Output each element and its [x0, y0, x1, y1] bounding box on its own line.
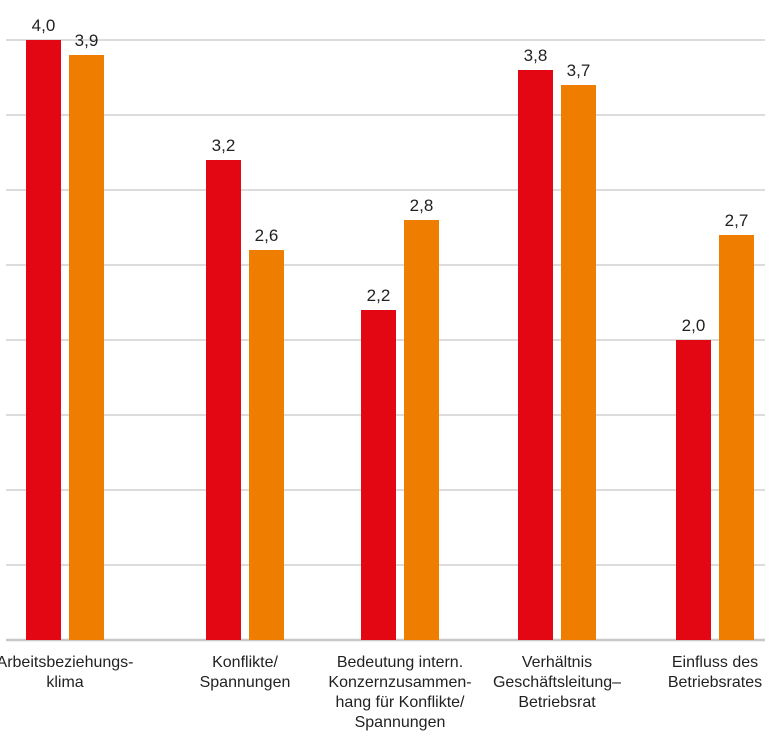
- bar-series1-cat4: [518, 70, 553, 640]
- category-label-line: Konzernzusammen-: [328, 674, 472, 691]
- category-label-line: Konflikte/: [212, 654, 278, 671]
- category-label-line: Betriebsrates: [667, 674, 763, 691]
- bar-series1-cat2: [206, 160, 241, 640]
- category-label-line: Arbeitsbeziehungs-: [0, 654, 134, 671]
- bar-series2-cat3: [404, 220, 439, 640]
- value-label: 2,0: [682, 316, 706, 335]
- value-label: 3,8: [524, 46, 548, 65]
- category-label: Arbeitsbeziehungs-klima: [0, 653, 150, 693]
- category-label: Einfluss des Betriebsrates: [630, 653, 769, 693]
- bar-series1-cat5: [676, 340, 711, 640]
- value-label: 4,0: [32, 16, 56, 35]
- value-label: 2,7: [725, 211, 749, 230]
- value-label: 3,9: [75, 31, 99, 50]
- value-label: 2,8: [410, 196, 434, 215]
- category-label-line: Einfluss des: [671, 654, 759, 671]
- value-label: 2,2: [367, 286, 391, 305]
- bar-series2-cat1: [69, 55, 104, 640]
- category-label-line: klima: [46, 674, 84, 691]
- bar-series2-cat4: [561, 85, 596, 640]
- category-label-line: Spannungen: [354, 714, 446, 731]
- value-label: 3,7: [567, 61, 591, 80]
- bar-series1-cat1: [26, 40, 61, 640]
- category-label-line: Spannungen: [199, 674, 291, 691]
- bar-chart: 4,0 3,2 2,2 3,8 2,0 3,9 2,6 2,8 3,7 2,7: [6, 16, 765, 642]
- category-label: Bedeutung intern. Konzernzusammen-hang fü…: [315, 653, 485, 733]
- category-label-line: Geschäftsleitung–: [492, 674, 622, 691]
- value-label: 2,6: [255, 226, 279, 245]
- bar-series2-cat5: [719, 235, 754, 640]
- category-label-line: Bedeutung intern.: [336, 654, 464, 671]
- category-label: Konflikte/Spannungen: [160, 653, 330, 693]
- category-label-line: hang für Konflikte/: [335, 694, 465, 711]
- bar-series1-cat3: [361, 310, 396, 640]
- category-label-line: Verhältnis: [521, 654, 593, 671]
- bar-series2-cat2: [249, 250, 284, 640]
- value-label: 3,2: [212, 136, 236, 155]
- category-label-line: Betriebsrat: [518, 694, 596, 711]
- category-label: Verhältnis Geschäftsleitung– Betriebsrat: [472, 653, 642, 713]
